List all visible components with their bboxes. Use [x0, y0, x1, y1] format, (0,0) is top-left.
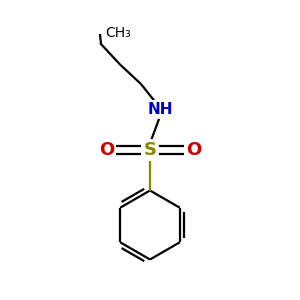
Text: NH: NH [148, 102, 173, 117]
Text: O: O [99, 141, 114, 159]
Text: S: S [143, 141, 157, 159]
Text: CH₃: CH₃ [105, 26, 131, 40]
Text: O: O [186, 141, 201, 159]
